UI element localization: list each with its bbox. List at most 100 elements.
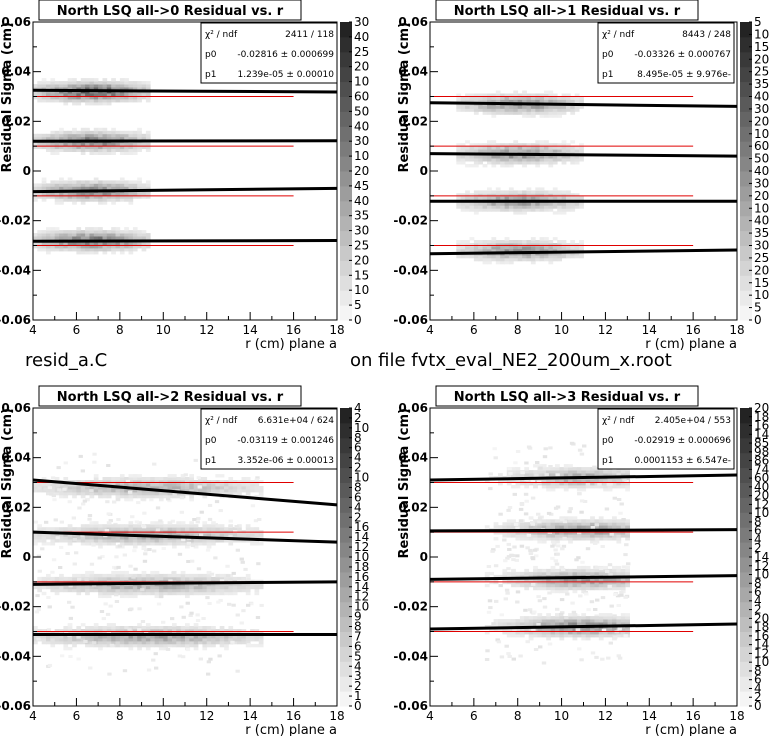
histogram-cell: [478, 257, 483, 262]
histogram-cell: [209, 572, 215, 576]
histogram-cell: [85, 233, 90, 237]
histogram-cell: [473, 108, 479, 112]
histogram-cell: [511, 619, 516, 623]
histogram-cell: [193, 533, 199, 537]
histogram-cell: [557, 105, 562, 109]
histogram-cell: [563, 577, 569, 582]
histogram-cell: [50, 136, 56, 141]
histogram-cell: [98, 99, 103, 103]
histogram-cell: [68, 616, 73, 620]
y-tick-label: -0.04: [0, 649, 31, 663]
histogram-cell: [67, 623, 73, 627]
histogram-cell: [180, 486, 186, 490]
histogram-cell: [67, 96, 73, 100]
histogram-cell: [137, 230, 142, 234]
histogram-cell: [67, 629, 73, 633]
histogram-cell: [76, 629, 82, 633]
histogram-cell: [76, 245, 82, 249]
histogram-cell: [559, 537, 565, 541]
histogram-cell: [137, 233, 142, 237]
histogram-cell: [202, 640, 208, 645]
histogram-cell: [557, 149, 562, 153]
histogram-cell: [559, 525, 565, 529]
histogram-cell: [106, 626, 112, 630]
palette-cell: [740, 631, 752, 647]
histogram-cell: [50, 476, 56, 480]
histogram-cell: [570, 193, 576, 197]
histogram-cell: [530, 257, 536, 262]
histogram-cell: [76, 588, 82, 593]
histogram-cell: [124, 588, 129, 593]
histogram-cell: [127, 627, 132, 631]
histogram-cell: [219, 643, 225, 648]
histogram-cell: [59, 142, 64, 147]
histogram-cell: [219, 489, 225, 493]
histogram-cell: [219, 626, 225, 630]
histogram-cell: [89, 99, 95, 103]
histogram-cell: [548, 155, 554, 159]
histogram-cell: [557, 96, 562, 100]
histogram-cell: [185, 629, 190, 633]
x-tick-label: 4: [29, 709, 37, 723]
fit-line: [429, 574, 738, 581]
histogram-cell: [513, 90, 519, 94]
histogram-cell: [508, 99, 514, 103]
histogram-cell: [80, 233, 86, 237]
histogram-cell: [526, 202, 532, 206]
histogram-cell: [469, 96, 475, 100]
histogram-cell: [508, 190, 514, 194]
histogram-cell: [563, 631, 569, 635]
histogram-cell: [465, 254, 470, 259]
histogram-cell: [512, 545, 517, 549]
histogram-cell: [600, 545, 605, 548]
histogram-cell: [124, 626, 129, 630]
histogram-cell: [568, 613, 573, 617]
histogram-cell: [608, 482, 613, 486]
histogram-cell: [63, 192, 69, 196]
histogram-cell: [89, 96, 95, 100]
y-tick-label: -0.02: [0, 214, 31, 228]
histogram-cell: [54, 635, 60, 639]
palette-tick-label: 16: [354, 520, 369, 534]
histogram-cell: [102, 192, 108, 196]
histogram-cell: [254, 478, 259, 482]
histogram-cell: [478, 205, 483, 209]
histogram-cell: [67, 585, 73, 590]
histogram-cell: [541, 531, 547, 535]
histogram-cell: [519, 482, 525, 486]
histogram-cell: [533, 634, 538, 638]
histogram-cell: [559, 467, 565, 471]
palette-cell: [340, 275, 352, 291]
histogram-cell: [63, 635, 69, 639]
histogram-cell: [37, 245, 42, 249]
histogram-cell: [125, 479, 130, 483]
palette-tick-label: 10: [354, 471, 369, 485]
histogram-cell: [119, 133, 125, 138]
histogram-cell: [570, 601, 575, 605]
histogram-cell: [560, 517, 565, 521]
histogram-cell: [63, 198, 69, 202]
histogram-cell: [232, 629, 238, 633]
stats-value: 2411 / 118: [285, 30, 334, 40]
histogram-cell: [535, 143, 541, 147]
histogram-cell: [85, 130, 90, 135]
histogram-cell: [563, 583, 569, 588]
histogram-cell: [254, 635, 260, 639]
histogram-cell: [59, 96, 64, 100]
histogram-cell: [528, 531, 534, 535]
histogram-cell: [495, 193, 501, 197]
histogram-cell: [132, 130, 138, 135]
palette-cell: [740, 601, 752, 618]
histogram-cell: [612, 619, 617, 623]
histogram-cell: [598, 522, 604, 526]
histogram-cell: [106, 629, 112, 633]
histogram-cell: [598, 580, 604, 585]
histogram-cell: [563, 628, 569, 632]
histogram-cell: [590, 651, 596, 655]
histogram-cell: [594, 568, 600, 573]
histogram-cell: [33, 489, 38, 493]
histogram-cell: [54, 227, 60, 231]
histogram-cell: [456, 96, 462, 100]
y-tick-label: -0.02: [393, 214, 428, 228]
histogram-cell: [119, 195, 125, 199]
